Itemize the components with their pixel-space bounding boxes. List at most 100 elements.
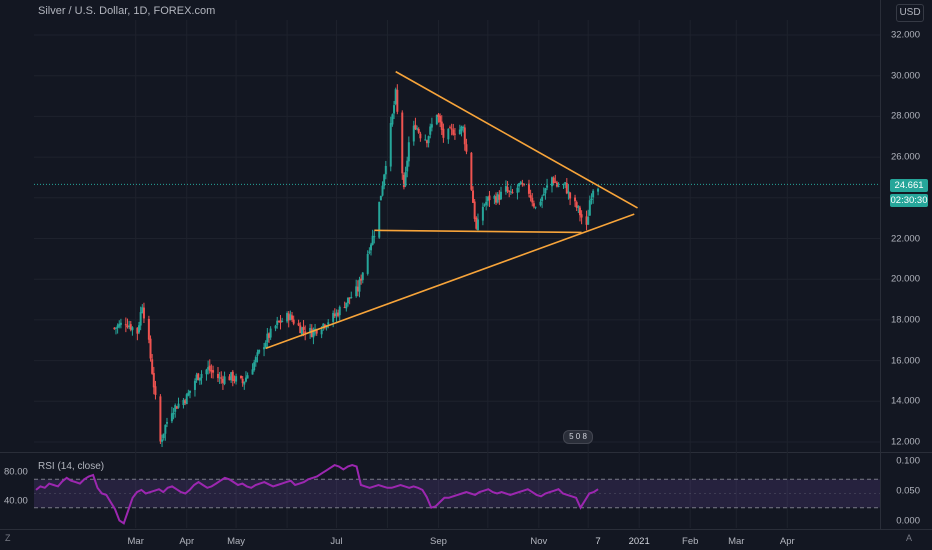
price-tick-label: 14.000 [890,395,920,407]
trendline-lower[interactable] [265,213,635,350]
candle-body [185,394,188,405]
candle-body [343,307,346,309]
candle-body [320,329,323,335]
time-tick-label: Mar [127,536,144,547]
candle-body [151,359,154,374]
currency-badge[interactable]: USD [896,4,924,22]
candle-body [327,322,330,325]
candle-body [221,379,224,383]
candle-body [366,253,369,274]
candle-body [557,185,560,187]
candle-body [254,357,257,363]
candle-body [447,128,450,140]
candle-body [481,206,484,221]
candle-body [193,380,196,390]
candle-body [496,194,499,203]
price-tick-label: 20.000 [890,273,920,285]
candle-body [267,333,270,338]
candle-body [286,313,289,322]
candle-body [546,185,549,188]
candle-body [231,371,234,381]
candle-body [577,206,580,208]
candle-body [379,195,382,201]
candle-body [580,214,583,218]
candle-body [218,377,221,379]
candle-body [212,370,215,373]
candle-body [575,202,578,208]
candle-body [473,201,476,219]
candle-body [345,302,348,309]
candle-body [174,405,177,412]
candle-body [574,197,577,202]
candle-body [264,342,267,348]
candle-body [373,236,376,238]
candle-body [210,369,213,372]
candle-body [550,177,553,187]
candle-body [448,127,451,129]
candle-body [402,174,405,188]
candle-body [138,325,141,333]
candle-body [416,128,419,130]
candle-body [430,124,433,128]
time-tick-label: Apr [779,536,795,547]
candle-body [475,217,478,229]
candle-body [256,352,259,356]
candle-body [391,114,394,125]
candle-body [184,400,187,404]
candle-body [240,375,243,379]
time-tick-label: Nov [530,536,548,547]
events-badge[interactable]: 5 0 8 [563,430,593,444]
candle-body [274,325,277,329]
candle-body [230,372,233,381]
candle-body [182,400,185,406]
candle-body [197,373,200,381]
rsi-left-tick: 80.00 [4,466,28,478]
candle-body [569,192,572,199]
price-tick-label: 16.000 [890,355,920,367]
candles [113,84,600,448]
candle-body [200,374,203,379]
candle-body [292,319,295,324]
candle-body [592,190,595,198]
candle-body [488,195,491,201]
candle-body [287,313,290,321]
price-tick-label: 30.000 [890,70,920,82]
candle-body [427,136,430,144]
price-tick-label: 28.000 [890,110,920,122]
candle-body [504,186,507,192]
price-tick-label: 32.000 [890,29,920,41]
candle-body [139,312,142,326]
candle-body [315,329,318,334]
candle-body [244,377,247,382]
candle-body [312,329,315,338]
candle-body [355,286,358,297]
candle-body [404,172,407,186]
trendline-upper[interactable] [395,70,638,209]
candle-body [154,386,157,395]
candle-body [246,375,249,379]
trendline-support[interactable] [374,229,582,234]
candle-body [128,325,131,328]
candle-body [216,373,219,379]
timezone-icon[interactable]: Z [5,533,11,543]
time-tick-label: Jul [330,536,343,547]
candle-body [228,376,231,381]
candle-body [279,320,282,323]
candle-body [175,406,178,409]
price-tick-label: 22.000 [890,233,920,244]
time-tick-label: Sep [430,536,447,547]
candle-body [383,174,386,186]
candle-body [187,392,190,396]
candle-body [371,235,374,245]
auto-scale-icon[interactable]: A [905,533,912,543]
candle-body [437,114,440,118]
candle-body [419,133,422,139]
candle-body [277,321,280,323]
candle-body [442,128,445,138]
candle-body [263,347,266,350]
candle-body [539,201,542,206]
candle-body [235,376,238,382]
rsi-indicator-label[interactable]: RSI (14, close) [38,461,105,472]
candle-body [119,322,122,325]
